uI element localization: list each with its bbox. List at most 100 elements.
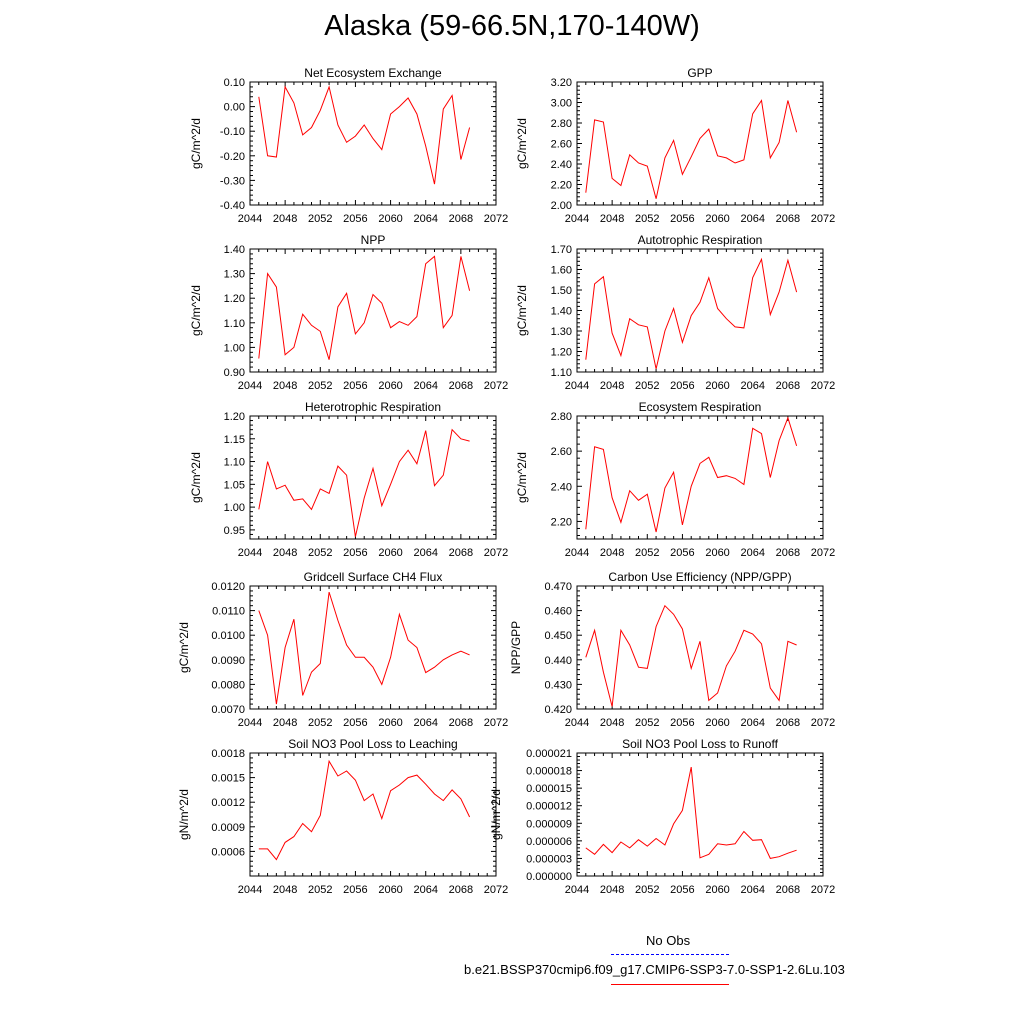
- y-tick-label: -0.40: [220, 200, 245, 212]
- y-tick-label: 0.460: [544, 606, 572, 618]
- y-axis-label: NPP/GPP: [509, 621, 523, 674]
- y-axis-label: gC/m^2/d: [177, 622, 191, 673]
- plot-frame: [249, 585, 497, 710]
- y-tick-label: 0.0012: [211, 797, 245, 809]
- y-tick-label: 0.000012: [526, 801, 572, 813]
- panel-title: Ecosystem Respiration: [639, 400, 762, 414]
- panel-8: Carbon Use Efficiency (NPP/GPP) 2044 2048 2…: [509, 570, 835, 729]
- y-tick-label: 1.10: [224, 457, 245, 469]
- x-tick-label: 2052: [635, 547, 659, 559]
- x-tick-label: 2056: [343, 884, 367, 896]
- x-tick-label: 2064: [413, 380, 437, 392]
- y-axis-label: gN/m^2/d: [177, 789, 191, 840]
- x-tick-label: 2056: [670, 717, 694, 729]
- panel-1: Net Ecosystem Exchange 2044 2048 2052 2056 20…: [189, 66, 508, 225]
- y-tick-label: 0.450: [544, 630, 572, 642]
- y-tick-label: 0.0090: [211, 655, 245, 667]
- y-tick-label: 1.20: [224, 293, 245, 305]
- x-tick-label: 2072: [484, 213, 508, 225]
- x-tick-label: 2060: [705, 547, 729, 559]
- x-tick-label: 2048: [600, 380, 624, 392]
- y-axis-label: gC/m^2/d: [189, 285, 203, 336]
- y-tick-label: 2.00: [551, 200, 572, 212]
- x-tick-label: 2072: [484, 717, 508, 729]
- y-tick-label: -0.20: [220, 151, 245, 163]
- y-tick-label: 0.0018: [211, 748, 245, 760]
- x-tick-label: 2044: [238, 717, 262, 729]
- x-tick-label: 2064: [413, 884, 437, 896]
- x-tick-label: 2064: [740, 884, 764, 896]
- y-axis-label: gN/m^2/d: [489, 789, 503, 840]
- y-tick-label: 0.90: [224, 367, 245, 379]
- x-tick-label: 2068: [449, 884, 473, 896]
- y-tick-label: 1.70: [551, 244, 572, 256]
- y-tick-label: 0.000003: [526, 853, 572, 865]
- y-axis-label: gC/m^2/d: [189, 118, 203, 169]
- x-tick-label: 2044: [565, 547, 589, 559]
- y-tick-label: 0.0110: [212, 606, 245, 618]
- plot-frame: [249, 415, 497, 540]
- panel-title: GPP: [687, 66, 712, 80]
- panel-title: Autotrophic Respiration: [638, 233, 763, 247]
- x-tick-label: 2048: [273, 380, 297, 392]
- x-tick-label: 2044: [238, 547, 262, 559]
- plot-frame: [576, 81, 824, 206]
- y-tick-label: 3.00: [551, 98, 572, 110]
- x-tick-label: 2056: [670, 213, 694, 225]
- y-axis-label: gC/m^2/d: [515, 452, 529, 503]
- y-tick-label: 1.30: [551, 326, 572, 338]
- x-tick-label: 2068: [449, 213, 473, 225]
- x-tick-label: 2064: [413, 717, 437, 729]
- x-tick-label: 2072: [811, 380, 835, 392]
- x-tick-label: 2052: [635, 213, 659, 225]
- x-tick-label: 2068: [776, 547, 800, 559]
- y-tick-label: 2.40: [551, 159, 572, 171]
- panel-title: Carbon Use Efficiency (NPP/GPP): [608, 570, 791, 584]
- x-tick-label: 2060: [705, 213, 729, 225]
- y-tick-label: 1.00: [224, 502, 245, 514]
- page-title: Alaska (59-66.5N,170-140W): [324, 10, 700, 42]
- x-tick-label: 2060: [705, 717, 729, 729]
- x-tick-label: 2068: [776, 380, 800, 392]
- x-tick-label: 2052: [308, 547, 332, 559]
- y-tick-label: 0.0120: [211, 581, 245, 593]
- x-tick-label: 2052: [308, 884, 332, 896]
- panel-2: GPP 2044 2048 2052 2056 2060 2064 2068 2072 2.00 2…: [515, 66, 835, 225]
- panel-title: Soil NO3 Pool Loss to Runoff: [622, 737, 779, 751]
- x-tick-label: 2048: [273, 213, 297, 225]
- y-tick-label: 1.00: [224, 342, 245, 354]
- y-tick-label: 3.20: [551, 77, 572, 89]
- x-tick-label: 2068: [776, 717, 800, 729]
- series-line: [585, 257, 798, 370]
- panel-title: NPP: [361, 233, 386, 247]
- x-tick-label: 2072: [811, 547, 835, 559]
- y-tick-label: 0.000000: [526, 871, 572, 883]
- panel-3: NPP 2044 2048 2052 2056 2060 2064 2068 2072 0.90 1…: [189, 233, 508, 392]
- panel-6: Ecosystem Respiration 2044 2048 2052 2056 206…: [515, 400, 835, 559]
- y-tick-label: 0.95: [224, 525, 245, 537]
- series-line: [258, 591, 470, 705]
- x-tick-label: 2060: [378, 547, 402, 559]
- x-tick-label: 2044: [238, 213, 262, 225]
- panel-title: Soil NO3 Pool Loss to Leaching: [288, 737, 457, 751]
- series-line: [258, 759, 471, 861]
- x-tick-label: 2068: [449, 547, 473, 559]
- x-tick-label: 2044: [565, 884, 589, 896]
- x-tick-label: 2072: [811, 717, 835, 729]
- series-line: [585, 416, 798, 533]
- x-tick-label: 2068: [776, 884, 800, 896]
- y-tick-label: 0.0015: [211, 773, 245, 785]
- x-tick-label: 2060: [705, 380, 729, 392]
- y-tick-label: 1.50: [551, 285, 572, 297]
- panel-title: Net Ecosystem Exchange: [304, 66, 442, 80]
- y-tick-label: 0.00: [224, 102, 245, 114]
- x-tick-label: 2048: [600, 717, 624, 729]
- panel-title: Heterotrophic Respiration: [305, 400, 441, 414]
- panel-title: Gridcell Surface CH4 Flux: [304, 570, 443, 584]
- x-tick-label: 2056: [343, 213, 367, 225]
- y-tick-label: 0.0080: [211, 679, 245, 691]
- x-tick-label: 2056: [343, 380, 367, 392]
- y-tick-label: 0.000006: [526, 836, 572, 848]
- x-tick-label: 2064: [740, 213, 764, 225]
